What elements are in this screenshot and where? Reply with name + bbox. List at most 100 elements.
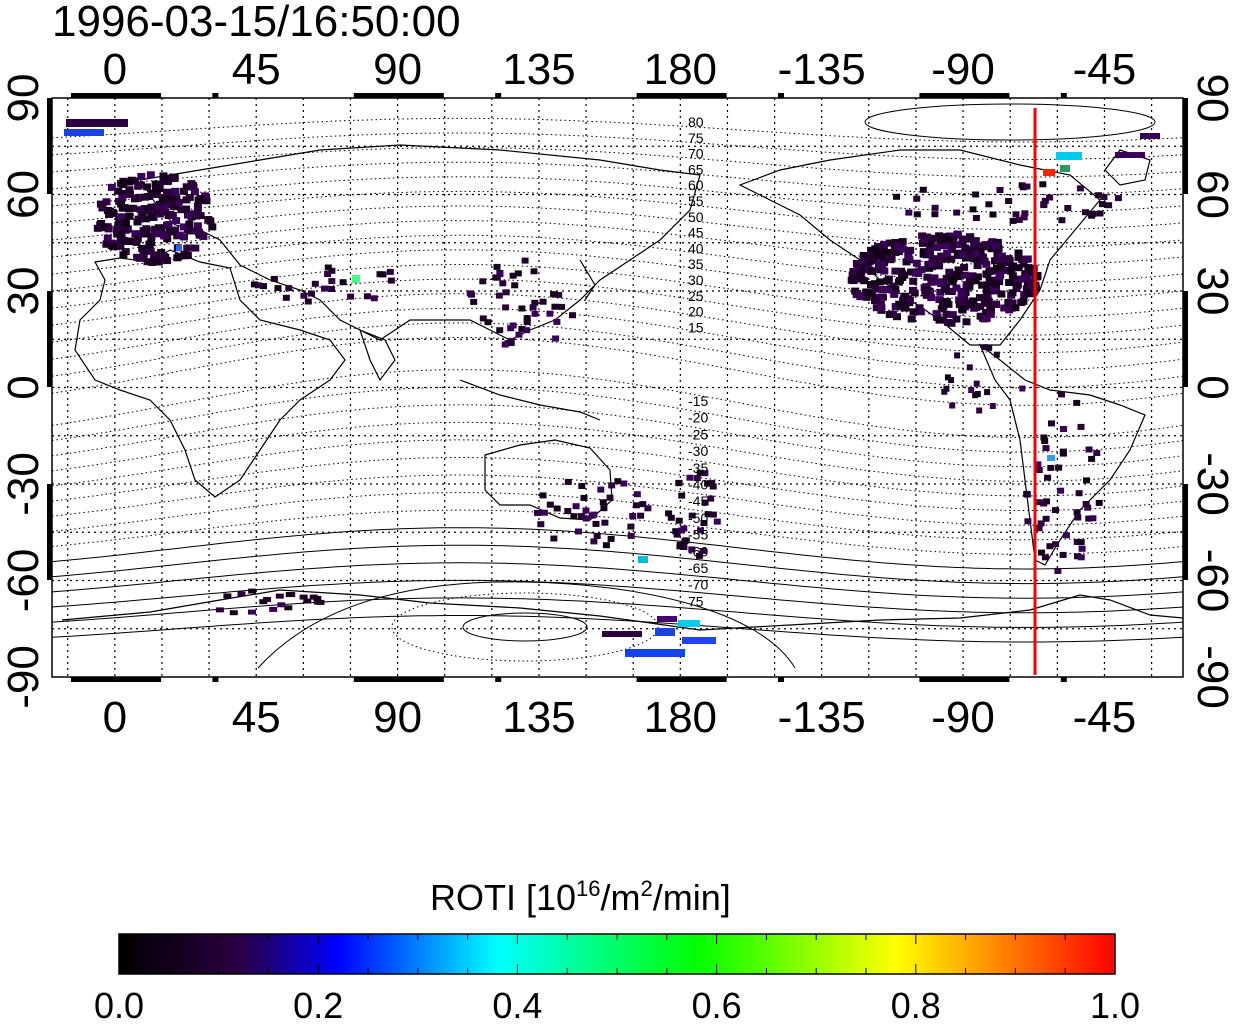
contour-label: -50	[688, 510, 708, 526]
roti-cell	[941, 388, 948, 395]
roti-cell	[270, 275, 278, 282]
contour-label: 75	[688, 593, 704, 609]
roti-cell	[1012, 211, 1020, 218]
roti-cell	[969, 206, 977, 213]
roti-cell	[168, 211, 177, 219]
contour-label: -60	[688, 543, 708, 559]
roti-cell	[479, 278, 487, 285]
roti-cell	[627, 532, 635, 539]
coastline	[579, 259, 596, 301]
colorbar-tick-label: 0.0	[94, 985, 144, 1024]
roti-cell	[972, 215, 980, 221]
roti-cell	[501, 341, 509, 348]
roti-cell	[927, 260, 936, 268]
contour-line	[52, 509, 1183, 555]
roti-cell	[895, 300, 904, 308]
roti-cell	[199, 233, 208, 240]
roti-cell	[945, 268, 954, 276]
roti-cell	[958, 251, 967, 259]
roti-cell	[518, 326, 526, 332]
roti-cell	[137, 173, 146, 180]
roti-cell	[614, 478, 622, 485]
map-panel	[47, 93, 1188, 682]
roti-cell	[966, 364, 973, 371]
roti-cell	[976, 407, 983, 414]
roti-cell	[876, 278, 885, 286]
contour-line	[52, 544, 1183, 585]
x-tick-label-top: 135	[502, 45, 575, 94]
roti-cell	[98, 204, 107, 212]
roti-cell	[248, 588, 257, 594]
roti-cell	[114, 221, 123, 229]
roti-cell	[970, 243, 979, 251]
roti-cell	[530, 268, 538, 275]
frame-tick	[212, 677, 219, 682]
timestamp-title: 1996-03-15/16:50:00	[52, 0, 461, 46]
roti-cell	[958, 299, 967, 307]
roti-cell	[678, 492, 686, 499]
roti-cell	[484, 319, 492, 326]
roti-cell	[108, 208, 117, 216]
roti-cell	[578, 483, 586, 489]
roti-cell	[1054, 567, 1062, 574]
contour-line	[52, 562, 1183, 599]
roti-cell	[316, 599, 325, 605]
roti-cell	[972, 392, 979, 399]
roti-cell	[120, 204, 129, 212]
roti-cell	[1009, 262, 1018, 270]
roti-cell	[952, 284, 961, 292]
roti-cell	[997, 265, 1006, 273]
roti-cell	[113, 230, 122, 238]
roti-cell	[848, 272, 857, 280]
roti-cell	[1059, 448, 1067, 455]
roti-cell	[102, 240, 111, 248]
roti-cell	[954, 267, 963, 274]
roti-cell	[1005, 279, 1014, 286]
contour-oval	[257, 581, 796, 669]
roti-cell	[1056, 152, 1082, 160]
roti-cell	[948, 311, 957, 319]
roti-cell	[387, 277, 395, 284]
roti-cell	[1060, 165, 1070, 172]
roti-cell	[676, 543, 684, 550]
roti-cell	[515, 331, 523, 338]
roti-cell	[696, 552, 703, 559]
roti-cell	[673, 531, 681, 538]
roti-cell	[531, 310, 539, 317]
roti-cell	[867, 246, 876, 254]
roti-cell	[877, 304, 886, 312]
roti-cell	[339, 279, 347, 286]
roti-cell	[1059, 551, 1067, 558]
roti-cell	[564, 508, 572, 514]
roti-cell	[376, 271, 384, 278]
roti-cell	[942, 310, 951, 318]
roti-cell	[146, 171, 155, 179]
roti-cell	[161, 208, 170, 216]
roti-cell	[967, 301, 975, 309]
roti-cell	[1074, 514, 1082, 521]
roti-cell	[678, 527, 685, 534]
y-tick-label-right: -60	[1188, 549, 1237, 613]
contour-oval	[864, 103, 1156, 141]
roti-cell	[891, 267, 900, 275]
roti-cell	[328, 286, 336, 292]
roti-cell	[1040, 500, 1048, 507]
roti-cell	[103, 207, 112, 214]
y-axis-left-labels: 90 60 30 0 -30 -60 -90	[0, 74, 48, 709]
colorbar-tick-label: 0.6	[692, 985, 742, 1024]
roti-cell	[118, 236, 127, 244]
roti-cell	[1046, 194, 1054, 201]
roti-cell	[162, 188, 171, 196]
roti-cell	[1024, 289, 1033, 297]
roti-cell	[126, 237, 135, 245]
roti-cell	[1073, 509, 1081, 516]
roti-cell	[949, 402, 956, 409]
roti-cell	[928, 234, 937, 242]
contour-label: 50	[688, 209, 704, 225]
colorbar-ticks	[118, 934, 1116, 974]
roti-cell	[507, 325, 515, 332]
roti-cell	[847, 276, 856, 284]
roti-cell	[182, 183, 191, 191]
roti-cell	[529, 304, 537, 311]
roti-cell	[135, 254, 144, 262]
